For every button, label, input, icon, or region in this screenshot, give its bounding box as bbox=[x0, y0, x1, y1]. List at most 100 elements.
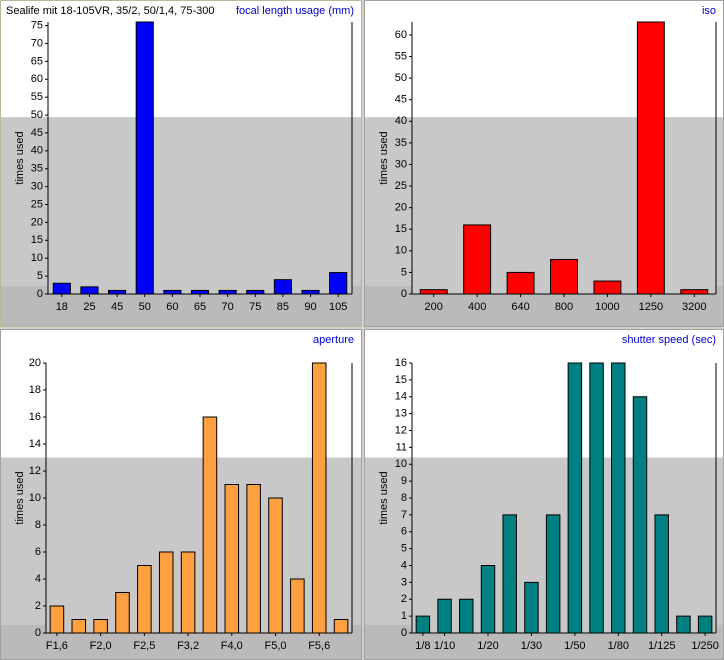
bar bbox=[459, 598, 474, 634]
x-tick-label: 1/50 bbox=[564, 640, 585, 652]
bar bbox=[71, 619, 87, 634]
bar bbox=[311, 362, 327, 634]
y-tick-label: 14 bbox=[29, 438, 41, 450]
y-tick-label: 50 bbox=[31, 109, 43, 121]
bar bbox=[246, 289, 265, 295]
bar bbox=[697, 615, 713, 634]
bar bbox=[202, 416, 218, 634]
y-tick-label: 6 bbox=[35, 546, 41, 558]
bar bbox=[135, 21, 154, 295]
x-tick-label: 1250 bbox=[639, 301, 663, 313]
x-tick-label: 1/8 bbox=[415, 640, 430, 652]
y-tick-label: 15 bbox=[395, 374, 407, 386]
x-tick-label: F2,0 bbox=[90, 640, 112, 652]
y-tick-label: 0 bbox=[401, 627, 407, 639]
bar bbox=[419, 289, 448, 295]
chart-title: shutter speed (sec) bbox=[622, 334, 716, 346]
y-tick-label: 10 bbox=[31, 252, 43, 264]
y-tick-label: 2 bbox=[35, 600, 41, 612]
bar bbox=[611, 362, 626, 634]
bar bbox=[158, 551, 174, 634]
x-tick-label: 200 bbox=[425, 301, 443, 313]
y-tick-label: 45 bbox=[31, 127, 43, 139]
x-tick-label: 70 bbox=[222, 301, 234, 313]
bar bbox=[218, 289, 237, 295]
y-tick-label: 30 bbox=[31, 181, 43, 193]
bar bbox=[333, 619, 349, 634]
bar bbox=[290, 578, 305, 634]
plot-bg-bottom bbox=[48, 117, 352, 294]
x-tick-label: 1/125 bbox=[648, 640, 676, 652]
y-tick-label: 60 bbox=[31, 73, 43, 85]
bar bbox=[224, 484, 240, 634]
bar bbox=[52, 282, 71, 295]
x-tick-label: 800 bbox=[555, 301, 573, 313]
chart-title: iso bbox=[702, 5, 716, 17]
x-tick-label: 1/30 bbox=[521, 640, 542, 652]
y-tick-label: 7 bbox=[401, 509, 407, 521]
bar bbox=[108, 289, 127, 295]
x-tick-label: 50 bbox=[139, 301, 151, 313]
y-tick-label: 11 bbox=[396, 441, 407, 453]
bar bbox=[93, 619, 108, 634]
y-tick-label: 35 bbox=[31, 163, 43, 175]
y-tick-label: 16 bbox=[29, 411, 41, 423]
y-tick-label: 9 bbox=[401, 475, 407, 487]
y-tick-label: 6 bbox=[401, 526, 407, 538]
y-tick-label: 55 bbox=[31, 91, 43, 103]
y-tick-label: 10 bbox=[395, 245, 407, 257]
bar bbox=[676, 615, 691, 634]
x-tick-label: 25 bbox=[83, 301, 95, 313]
bar bbox=[545, 514, 561, 634]
bar bbox=[506, 271, 535, 295]
y-tick-label: 12 bbox=[395, 424, 407, 436]
y-tick-label: 1 bbox=[401, 610, 407, 622]
x-tick-label: 105 bbox=[329, 301, 347, 313]
x-tick-label: F1,6 bbox=[46, 640, 68, 652]
y-tick-label: 10 bbox=[395, 458, 407, 470]
y-tick-label: 4 bbox=[401, 559, 407, 571]
x-tick-label: 640 bbox=[511, 301, 529, 313]
bar bbox=[49, 605, 65, 634]
bar bbox=[654, 514, 669, 634]
y-tick-label: 70 bbox=[31, 37, 43, 49]
bar bbox=[636, 21, 665, 295]
bar bbox=[567, 362, 583, 634]
x-tick-label: 85 bbox=[277, 301, 289, 313]
y-tick-label: 35 bbox=[395, 137, 407, 149]
y-axis-label: times used bbox=[14, 471, 26, 524]
bar bbox=[680, 289, 709, 295]
y-axis-label: times used bbox=[378, 471, 390, 524]
bar bbox=[246, 484, 261, 634]
y-tick-label: 25 bbox=[31, 198, 43, 210]
x-tick-label: F5,6 bbox=[308, 640, 330, 652]
y-tick-label: 18 bbox=[29, 384, 41, 396]
y-tick-label: 20 bbox=[31, 216, 43, 228]
y-tick-label: 60 bbox=[395, 29, 407, 41]
x-tick-label: 18 bbox=[56, 301, 68, 313]
x-tick-label: F2,5 bbox=[133, 640, 155, 652]
bar bbox=[480, 565, 496, 634]
y-tick-label: 16 bbox=[395, 357, 407, 369]
x-tick-label: 1000 bbox=[595, 301, 619, 313]
x-tick-label: 1/250 bbox=[691, 640, 719, 652]
bar bbox=[268, 497, 283, 634]
y-tick-label: 15 bbox=[31, 234, 43, 246]
y-tick-label: 75 bbox=[31, 19, 43, 31]
x-tick-label: 45 bbox=[111, 301, 123, 313]
y-tick-label: 12 bbox=[29, 465, 41, 477]
y-tick-label: 8 bbox=[35, 519, 41, 531]
y-tick-label: 13 bbox=[395, 408, 407, 420]
bar bbox=[550, 258, 578, 295]
y-tick-label: 5 bbox=[37, 270, 43, 282]
y-tick-label: 0 bbox=[37, 288, 43, 300]
bar bbox=[524, 581, 539, 634]
y-tick-label: 40 bbox=[31, 145, 43, 157]
chart-title: aperture bbox=[313, 334, 354, 346]
y-tick-label: 55 bbox=[395, 50, 407, 62]
y-tick-label: 40 bbox=[395, 115, 407, 127]
y-axis-label: times used bbox=[14, 131, 26, 184]
y-tick-label: 4 bbox=[35, 573, 41, 585]
x-tick-label: 1/20 bbox=[477, 640, 498, 652]
